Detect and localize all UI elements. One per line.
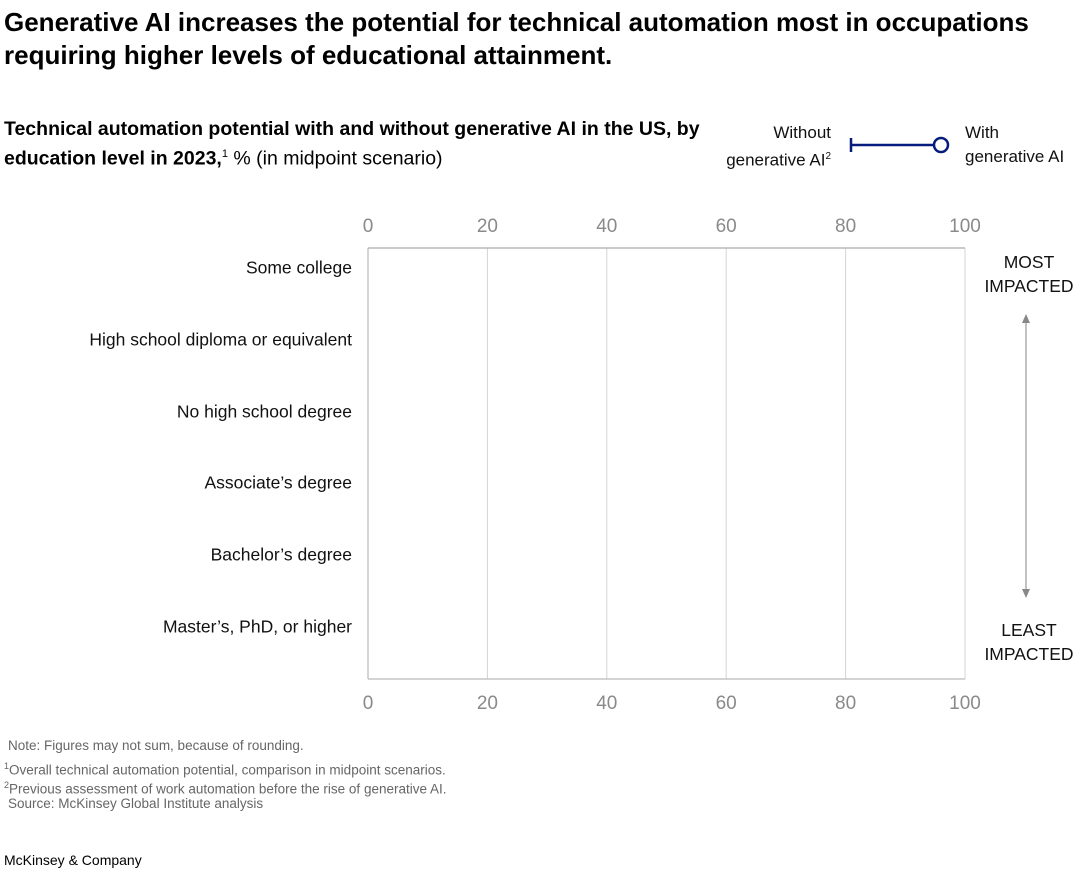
x-tick-label: 60 — [715, 693, 737, 714]
x-tick-label: 0 — [362, 216, 374, 237]
x-tick-label: 100 — [949, 216, 981, 237]
impacted-label-bottom: IMPACTED — [984, 644, 1074, 664]
legend-footnote-mark: 2 — [825, 151, 831, 162]
plot-area — [367, 247, 966, 680]
x-tick-label: 80 — [835, 216, 857, 237]
category-label: No high school degree — [176, 401, 352, 422]
source: Source: McKinsey Global Institute analys… — [8, 796, 264, 811]
x-tick-label: 40 — [596, 216, 618, 237]
footnote-2-mark: 2 — [4, 780, 10, 790]
chart-subtitle: Technical automation potential with and … — [4, 117, 704, 172]
footnote-2-text: Previous assessment of work automation b… — [9, 781, 447, 797]
footnote-note: Note: Figures may not sum, because of ro… — [8, 738, 304, 753]
impact-arrow-icon — [1022, 314, 1030, 598]
least-label: LEAST — [1001, 620, 1057, 640]
footnote-2: 2Previous assessment of work automation … — [4, 775, 447, 800]
subtitle-unit: % (in midpoint scenario) — [227, 147, 443, 170]
category-label: Some college — [245, 257, 352, 278]
subtitle-footnote-mark: 1 — [221, 148, 228, 160]
category-label: Associate’s degree — [204, 472, 352, 493]
legend-without-line1: Without — [773, 123, 831, 142]
subtitle-bold: Technical automation potential with and … — [4, 118, 700, 170]
legend-with-line2: generative AI — [965, 147, 1065, 166]
x-tick-label: 60 — [715, 216, 737, 237]
least-impacted-label: LEAST IMPACTED — [974, 618, 1080, 666]
x-tick-label: 0 — [362, 693, 374, 714]
legend-without-line2: generative AI — [726, 150, 826, 170]
page-title: Generative AI increases the potential fo… — [4, 7, 1029, 70]
category-label: Bachelor’s degree — [210, 544, 352, 565]
x-tick-label: 100 — [949, 693, 981, 714]
most-impacted-label: MOST IMPACTED — [974, 250, 1080, 298]
impacted-label-top: IMPACTED — [984, 276, 1074, 296]
footnote-1-mark: 1 — [4, 761, 10, 771]
category-label: Master’s, PhD, or higher — [162, 616, 352, 637]
footnote-1: 1Overall technical automation potential,… — [4, 756, 446, 781]
most-label: MOST — [1003, 252, 1055, 272]
legend-without: Without generative AI2 — [726, 121, 831, 173]
x-tick-label: 20 — [476, 216, 498, 237]
brand-logo: McKinsey & Company — [4, 852, 142, 868]
legend-dumbbell-icon — [849, 136, 950, 154]
x-tick-label: 40 — [596, 693, 618, 714]
footnote-1-text: Overall technical automation potential, … — [9, 762, 446, 778]
legend-with-line1: With — [965, 123, 999, 142]
category-label: High school diploma or equivalent — [89, 329, 352, 350]
x-tick-label: 80 — [835, 693, 857, 714]
legend-with: With generative AI — [965, 121, 1064, 169]
x-tick-label: 20 — [476, 693, 498, 714]
